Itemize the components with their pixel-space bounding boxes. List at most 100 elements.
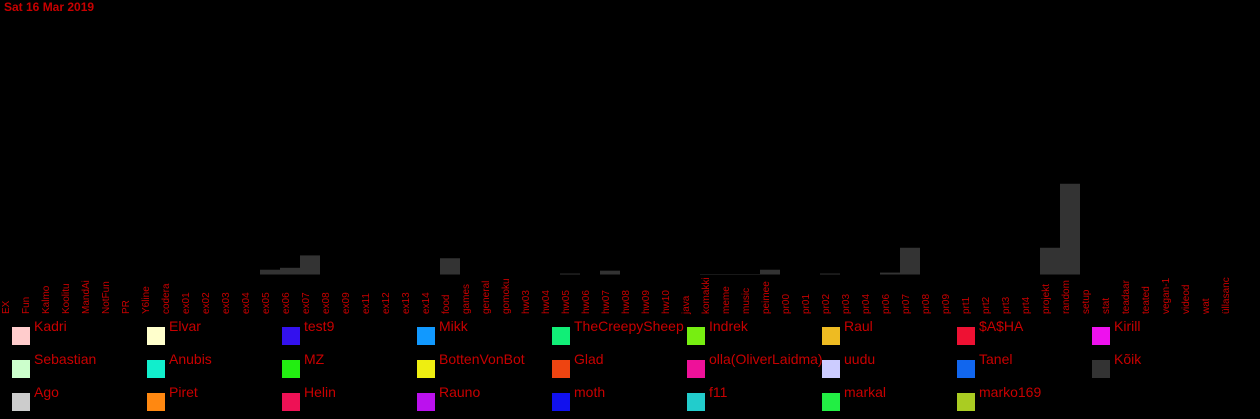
bar-projekt (1040, 247, 1060, 275)
tick-label: stat (1101, 298, 1112, 314)
tick-label: üllasanc (1221, 277, 1232, 314)
tick-label: ex04 (241, 292, 252, 314)
tick-label: ex08 (321, 292, 332, 314)
legend-swatch (1092, 327, 1110, 345)
legend-swatch (687, 360, 705, 378)
legend-label: $A$HA (979, 318, 1024, 334)
tick-label: videod (1181, 285, 1192, 314)
legend-swatch (822, 360, 840, 378)
tick-label: hw05 (561, 290, 572, 314)
legend-label: Ago (34, 384, 59, 400)
tick-label: ex13 (401, 292, 412, 314)
tick-label: prt1 (961, 296, 972, 314)
legend-label: test9 (304, 318, 335, 334)
tick-label: hw08 (621, 290, 632, 314)
tick-label: teadaar (1121, 279, 1132, 314)
legend-swatch (12, 327, 30, 345)
tick-label: NotFun (101, 281, 112, 314)
legend-label: Mikk (439, 318, 468, 334)
tick-label: pr04 (861, 294, 872, 314)
tick-label: pr06 (881, 294, 892, 314)
tick-label: ex07 (301, 292, 312, 314)
tick-label: Y6line (141, 286, 152, 314)
tick-label: peimee (761, 281, 772, 314)
legend-swatch (282, 327, 300, 345)
legend-swatch (552, 360, 570, 378)
tick-label: pr01 (801, 294, 812, 314)
tick-label: pr00 (781, 294, 792, 314)
tick-label: hw04 (541, 290, 552, 314)
legend-label: Tanel (979, 351, 1013, 367)
legend-swatch (147, 393, 165, 411)
tick-label: pr03 (841, 294, 852, 314)
bar-pr07 (900, 247, 920, 275)
legend-swatch (12, 360, 30, 378)
bar-hw05 (560, 273, 580, 275)
tick-label: MandAi (81, 280, 92, 314)
legend-label: Piret (169, 384, 198, 400)
legend-label: Raul (844, 318, 873, 334)
tick-label: projekt (1041, 284, 1052, 314)
legend-label: Kirill (1114, 318, 1141, 334)
legend-label: moth (574, 384, 606, 400)
tick-label: meme (721, 286, 732, 314)
tick-label: Fun (21, 297, 32, 314)
legend-swatch (147, 327, 165, 345)
tick-label: ex09 (341, 292, 352, 314)
legend-swatch (957, 360, 975, 378)
tick-label: music (741, 288, 752, 314)
legend-swatch (687, 327, 705, 345)
bar-ex05 (260, 269, 280, 275)
bar-peimee (760, 269, 780, 275)
tick-label: hw09 (641, 290, 652, 314)
tick-label: ex12 (381, 292, 392, 314)
tick-label: pr02 (821, 294, 832, 314)
legend-label: Kadri (34, 318, 67, 334)
legend-swatch (1092, 360, 1110, 378)
tick-label: hw06 (581, 290, 592, 314)
tick-label: ex02 (201, 292, 212, 314)
legend-swatch (552, 393, 570, 411)
legend-label: BottenVonBot (439, 351, 525, 367)
legend-swatch (282, 393, 300, 411)
tick-label: EX (1, 300, 12, 314)
legend-label: Anubis (169, 351, 212, 367)
tick-label: Kalmo (41, 285, 52, 314)
legend-swatch (282, 360, 300, 378)
bar-pr06 (880, 272, 900, 275)
legend-label: Sebastian (34, 351, 97, 367)
tick-label: hw07 (601, 290, 612, 314)
bar-ex07 (300, 255, 320, 275)
tick-label: general (481, 281, 492, 314)
bar-food (440, 258, 460, 275)
tick-label: random (1061, 280, 1072, 314)
tick-label: java (681, 295, 692, 315)
tick-label: pr07 (901, 294, 912, 314)
tick-label: food (441, 295, 452, 314)
tick-label: ex06 (281, 292, 292, 314)
chart-title: Sat 16 Mar 2019 (4, 0, 95, 14)
tick-label: ex05 (261, 292, 272, 314)
legend-swatch (687, 393, 705, 411)
tick-label: codera (161, 283, 172, 314)
tick-label: games (461, 284, 472, 314)
legend-label: Elvar (169, 318, 201, 334)
legend-label: MZ (304, 351, 325, 367)
legend-label: marko169 (979, 384, 1042, 400)
tick-label: teated (1141, 286, 1152, 314)
legend-label: Rauno (439, 384, 481, 400)
bar-hw07 (600, 270, 620, 275)
tick-label: ex14 (421, 292, 432, 314)
legend-label: uudu (844, 351, 876, 367)
tick-label: ex01 (181, 292, 192, 314)
tick-label: PR (121, 300, 132, 314)
tick-label: Koolitu (61, 283, 72, 314)
legend-swatch (417, 360, 435, 378)
tick-label: hw10 (661, 290, 672, 314)
legend-swatch (957, 393, 975, 411)
tick-label: pr08 (921, 294, 932, 314)
legend-label: olla(OliverLaidma) (709, 351, 823, 367)
tick-label: ex11 (361, 293, 372, 314)
tick-label: vegan-1 (1161, 277, 1172, 314)
